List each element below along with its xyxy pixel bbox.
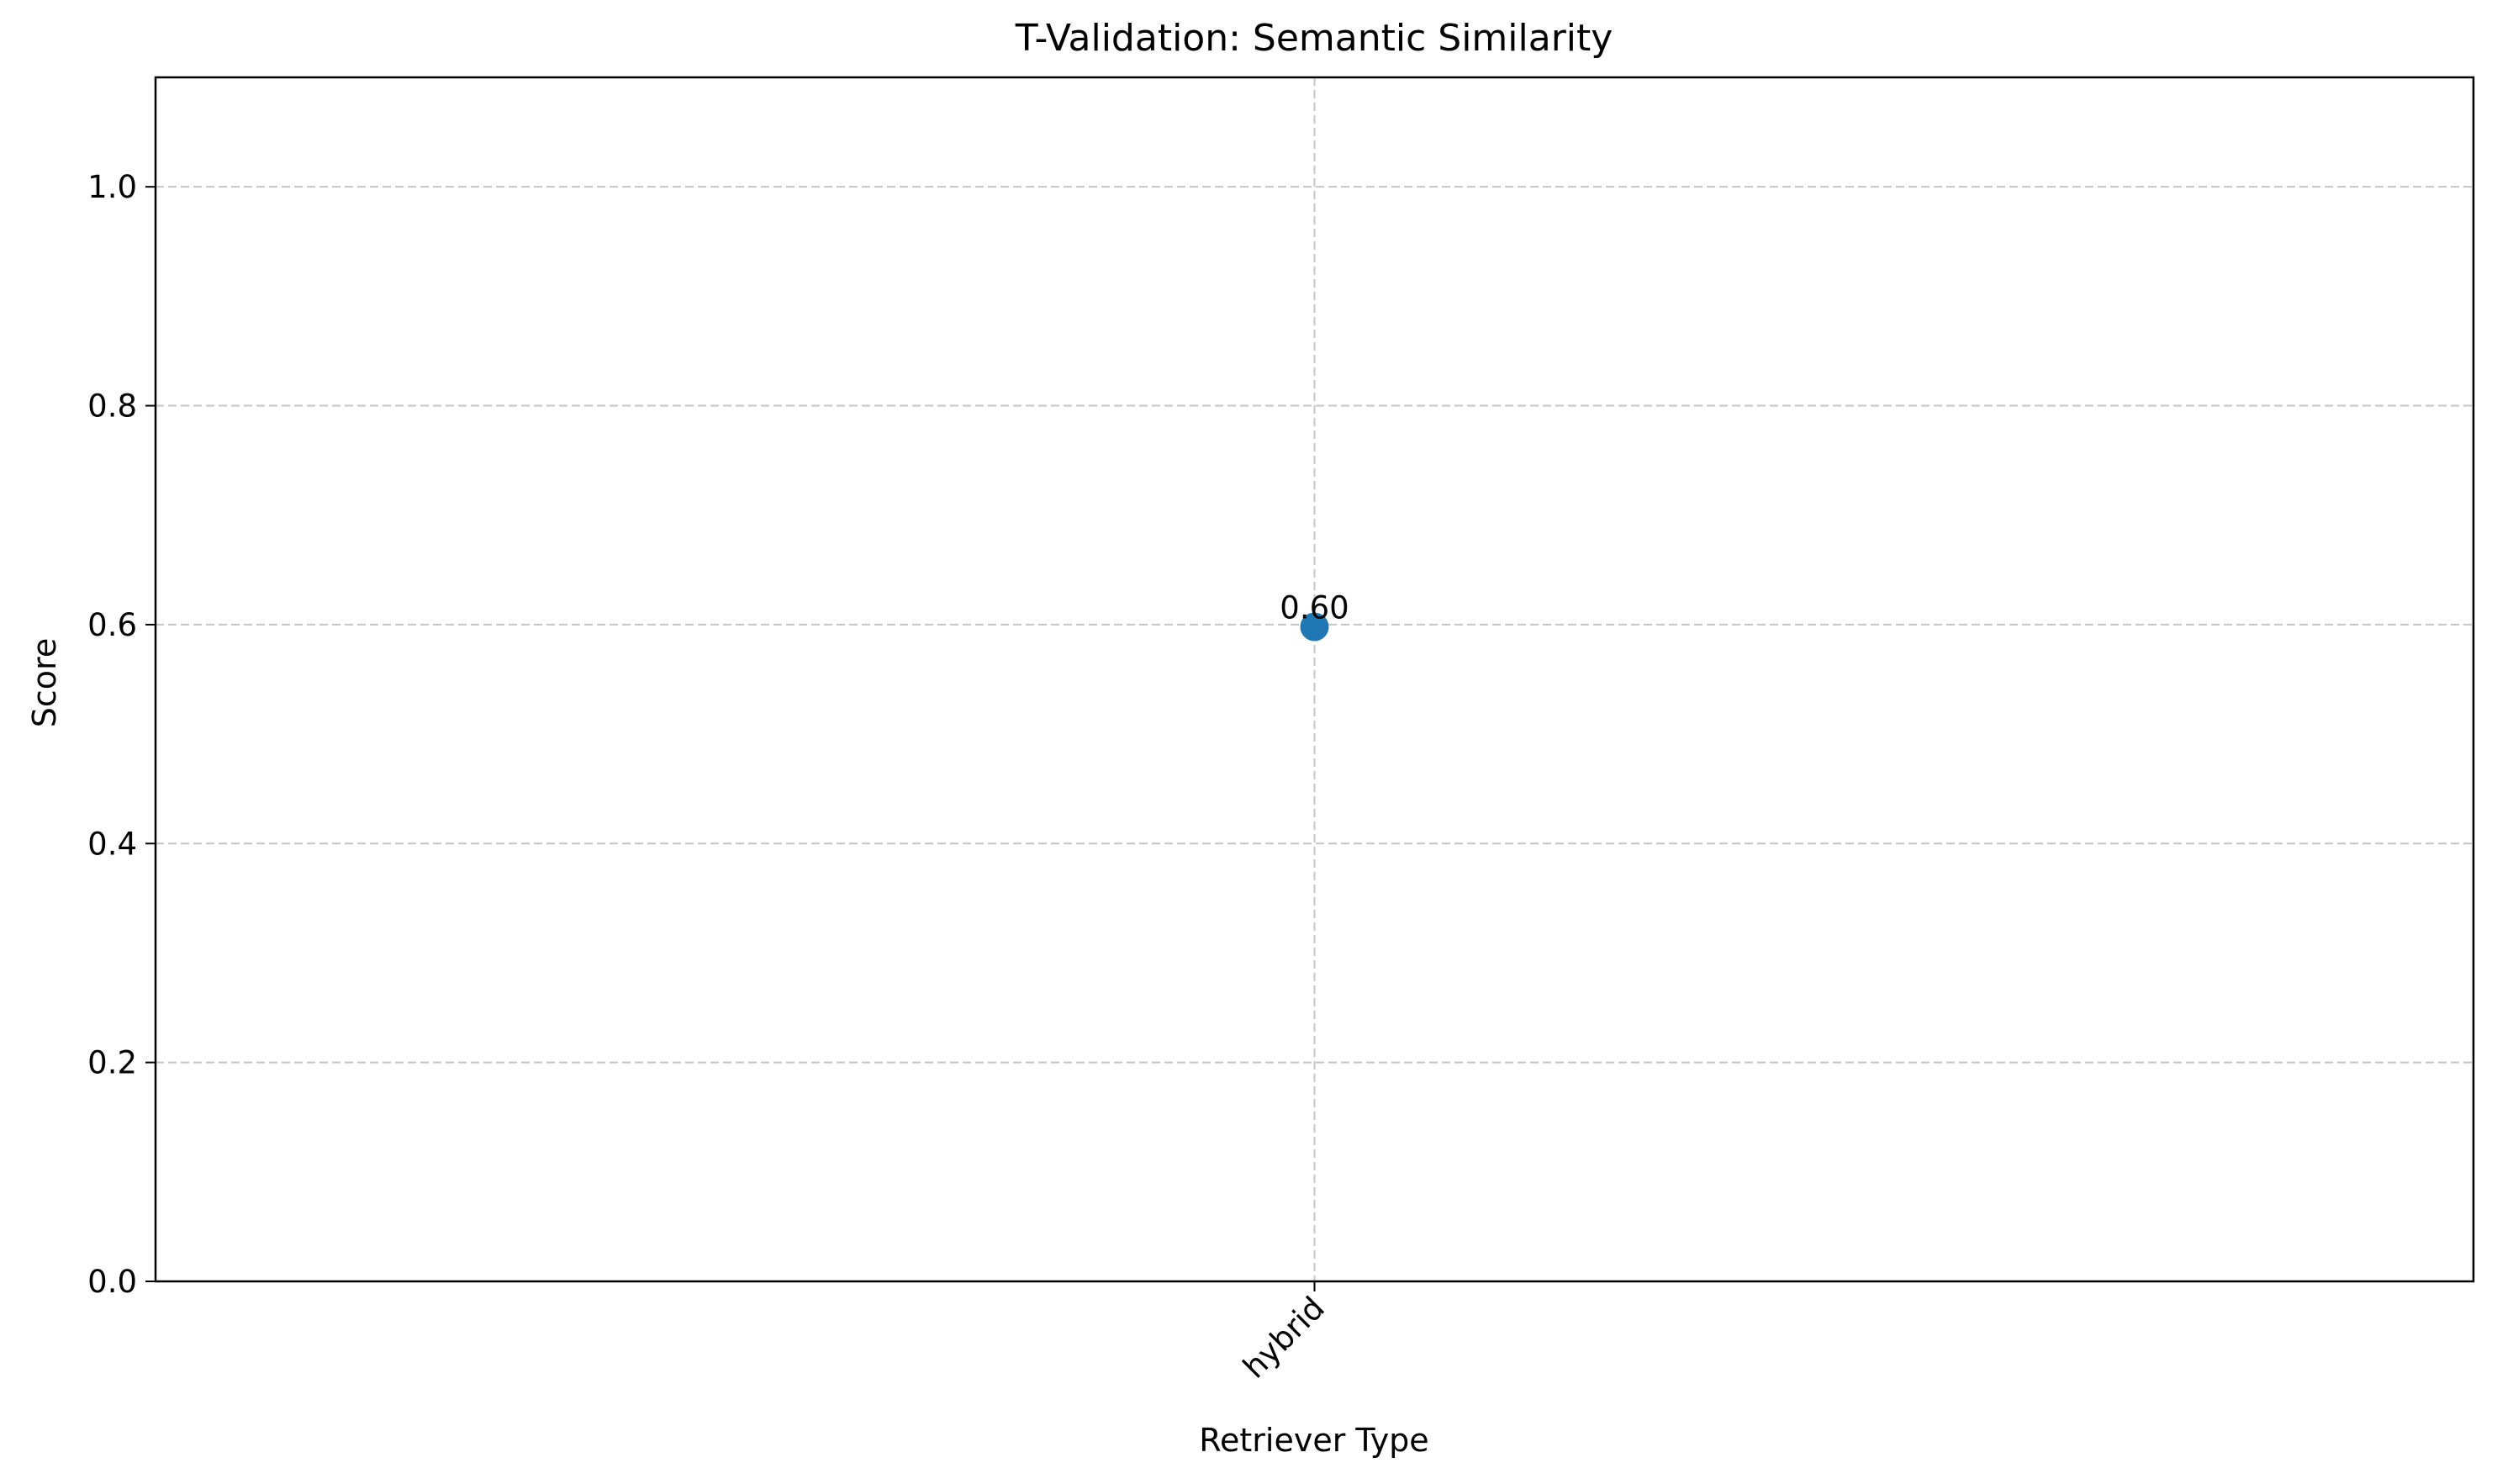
y-tick-label: 0.8	[87, 388, 137, 425]
y-tick-label: 0.2	[87, 1045, 137, 1081]
axes-frame	[154, 76, 2475, 1283]
plot-area: 0.60	[1280, 590, 1349, 642]
data-point	[1300, 612, 1329, 642]
y-tick-label: 0.4	[87, 826, 137, 862]
chart-title: T-Validation: Semantic Similarity	[1015, 17, 1613, 60]
y-axis-label: Score	[26, 638, 63, 727]
y-tick-label: 1.0	[87, 169, 137, 205]
x-axis-label: Retriever Type	[1199, 1422, 1428, 1459]
data-label: 0.60	[1280, 590, 1349, 626]
y-tick-label: 0.6	[87, 607, 137, 643]
y-tick-label: 0.0	[87, 1264, 137, 1300]
